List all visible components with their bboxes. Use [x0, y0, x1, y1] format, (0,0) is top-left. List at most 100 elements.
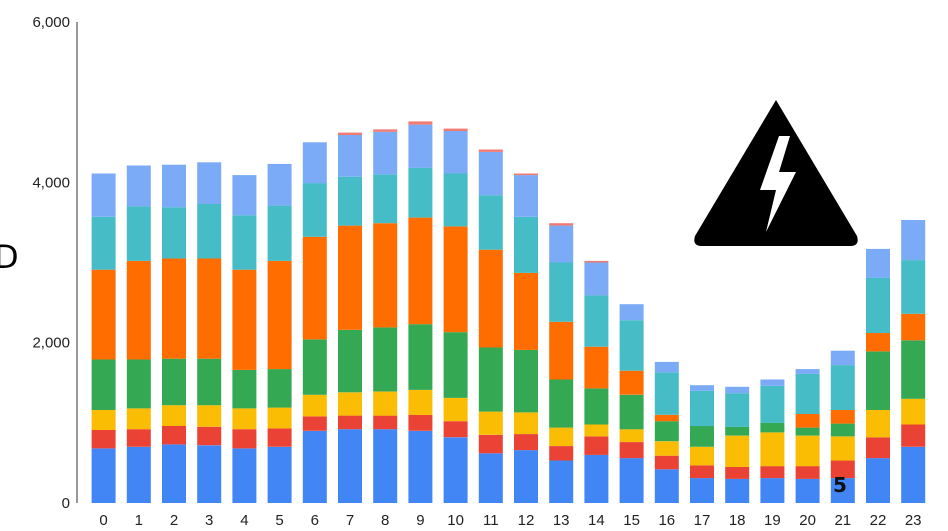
bar-segment: [408, 430, 433, 503]
bar-segment: [619, 394, 644, 430]
bar-segment: [408, 124, 433, 168]
bar-segment: [584, 454, 609, 503]
x-tick-label: 9: [416, 512, 424, 529]
bar-segment: [302, 142, 327, 184]
bar-segment: [232, 448, 257, 503]
bar-segment: [584, 346, 609, 389]
bar-segment: [830, 478, 855, 503]
bar-segment: [830, 365, 855, 410]
bar-segment: [866, 458, 890, 503]
bar-segment: [338, 429, 362, 503]
bar-segment: [830, 410, 855, 424]
bar-segment: [302, 430, 327, 503]
bar-segment: [408, 217, 433, 325]
bar-segment: [690, 385, 714, 391]
bar-segment: [654, 455, 679, 470]
bar-segment: [197, 405, 222, 427]
y-tick-label: 0: [62, 495, 70, 512]
bar-segment: [760, 466, 785, 479]
bar-segment: [197, 258, 222, 359]
bar-segment: [901, 424, 926, 447]
bar-segment: [725, 466, 750, 479]
bar-segment: [267, 407, 292, 429]
bar-segment: [232, 369, 257, 409]
bar-segment: [619, 320, 644, 371]
bar-segment: [901, 220, 926, 261]
bar-segment: [619, 458, 644, 503]
bar-segment: [232, 408, 257, 430]
bar-segment: [443, 398, 468, 422]
bar-segment: [126, 165, 151, 207]
bar-segment: [91, 216, 116, 270]
bar-segment: [338, 225, 362, 330]
bar-segment: [478, 151, 503, 196]
x-tick-label: 2: [170, 512, 178, 529]
bar-segment: [514, 216, 538, 273]
bar-segment: [654, 414, 679, 422]
bar-segment: [619, 304, 644, 321]
bar-segment: [443, 421, 468, 438]
bar-segment: [795, 369, 820, 374]
bar-segment: [619, 370, 644, 395]
x-tick-label: 1: [135, 512, 143, 529]
x-tick-label: 10: [447, 512, 464, 529]
bar-segment: [443, 173, 468, 227]
bar-segment: [126, 429, 151, 447]
bar-segment: [338, 329, 362, 393]
bar-segment: [91, 410, 116, 430]
bar-segment: [830, 436, 855, 461]
x-tick-label: 12: [518, 512, 535, 529]
bar-segment: [126, 260, 151, 360]
bar-segment: [126, 359, 151, 409]
bar-segment: [373, 223, 398, 328]
bar-segment: [725, 478, 750, 503]
bar-segment: [901, 340, 926, 399]
bar-segment: [267, 260, 292, 370]
bar-segment: [373, 327, 398, 392]
bar-segment: [514, 434, 538, 451]
bar-segment: [901, 398, 926, 425]
y-tick-label: 2,000: [32, 335, 70, 352]
bar-segment: [267, 205, 292, 261]
bar-segment: [584, 424, 609, 437]
x-tick-label: 18: [729, 512, 746, 529]
high-voltage-warning-icon: [694, 100, 858, 246]
bar-segment: [91, 430, 116, 449]
bar-segment: [162, 258, 186, 359]
bar-segment: [302, 394, 327, 417]
bar-segment: [901, 446, 926, 503]
bar-segment: [514, 272, 538, 350]
bar-segment: [197, 445, 222, 503]
bar-segment: [549, 379, 574, 428]
bar-segment: [478, 347, 503, 412]
bar-segment: [232, 429, 257, 449]
bar-segment: [584, 262, 609, 296]
bar-segment: [654, 469, 679, 503]
x-tick-label: 5: [275, 512, 283, 529]
bar-segment: [443, 128, 468, 131]
x-tick-label: 3: [205, 512, 213, 529]
bar-segment: [866, 277, 890, 333]
bar-segment: [654, 441, 679, 456]
bar-segment: [760, 379, 785, 386]
bar-segment: [514, 412, 538, 434]
bar-segment: [478, 249, 503, 348]
bars: [91, 121, 926, 503]
x-axis-tick-labels: 0 1 2 3 4 5 6 7 8 9 10 11 12 13 14 15 16 17 18 19 20 21 22 23: [99, 512, 921, 529]
bar-segment: [126, 206, 151, 261]
bar-segment: [549, 262, 574, 322]
bar-segment: [795, 373, 820, 414]
bar-segment: [373, 131, 398, 175]
x-tick-label: 7: [346, 512, 354, 529]
bar-segment: [478, 434, 503, 454]
bar-segment: [619, 429, 644, 442]
bar-segment: [91, 269, 116, 360]
bar-segment: [478, 453, 503, 503]
bar-segment: [267, 428, 292, 447]
bar-segment: [549, 321, 574, 380]
bar-segment: [619, 442, 644, 459]
bar-segment: [654, 372, 679, 415]
bar-segment: [162, 426, 186, 445]
x-tick-label: 21: [834, 512, 851, 529]
